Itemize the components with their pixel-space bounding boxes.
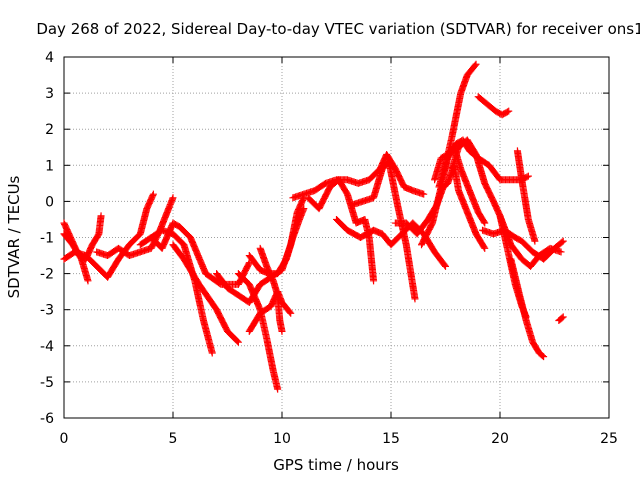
data-point xyxy=(278,327,286,335)
data-point xyxy=(234,338,242,346)
series-track-3 xyxy=(60,190,157,281)
data-point xyxy=(411,295,419,303)
y-tick-label: 4 xyxy=(45,50,54,66)
series-track-4 xyxy=(93,194,177,260)
chart-title: Day 268 of 2022, Sidereal Day-to-day VTE… xyxy=(36,20,640,38)
series-track-25 xyxy=(507,255,548,361)
data-point xyxy=(286,308,294,316)
series-track-7 xyxy=(169,241,242,346)
y-tick-label: -3 xyxy=(40,303,54,319)
series-track-13 xyxy=(289,150,428,202)
data-point xyxy=(472,60,480,68)
data-point xyxy=(481,219,489,227)
series-track-5 xyxy=(136,226,216,357)
data-point xyxy=(169,194,177,202)
x-tick-label: 5 xyxy=(169,431,178,447)
data-point xyxy=(559,313,567,321)
data-point xyxy=(559,237,567,245)
data-point xyxy=(245,260,253,268)
data-point xyxy=(558,314,566,322)
x-tick-label: 10 xyxy=(273,431,291,447)
data-point xyxy=(420,190,428,198)
data-point xyxy=(300,205,308,213)
data-point xyxy=(287,309,295,317)
data-point xyxy=(540,353,548,361)
y-tick-label: 0 xyxy=(45,194,54,210)
data-point xyxy=(505,107,513,115)
data-point xyxy=(539,352,547,360)
data-point xyxy=(480,218,488,226)
data-point xyxy=(480,243,488,251)
data-point xyxy=(557,248,565,256)
series-track-17 xyxy=(391,161,489,252)
data-point xyxy=(531,237,539,245)
y-tick-label: -5 xyxy=(40,375,54,391)
x-tick-label: 25 xyxy=(600,431,618,447)
data-point xyxy=(481,244,489,252)
data-point xyxy=(524,172,532,180)
data-point xyxy=(149,190,157,198)
y-tick-label: 2 xyxy=(45,122,54,138)
data-point xyxy=(208,349,216,357)
y-axis-label: SDTVAR / TECUs xyxy=(5,175,23,298)
data-point xyxy=(233,337,241,345)
data-point xyxy=(442,262,449,270)
data-point xyxy=(471,61,479,69)
y-tick-label: -1 xyxy=(40,231,54,247)
series-track-22 xyxy=(474,93,513,119)
series-track-24 xyxy=(496,212,565,270)
y-tick-label: -6 xyxy=(40,411,54,427)
series-track-26 xyxy=(513,147,539,245)
data-points xyxy=(60,60,567,393)
y-tick-label: -4 xyxy=(40,339,54,355)
series-track-12 xyxy=(245,205,308,278)
y-tick-label: -2 xyxy=(40,267,54,283)
x-tick-label: 15 xyxy=(382,431,400,447)
data-point xyxy=(441,261,449,269)
x-axis-label: GPS time / hours xyxy=(273,456,399,474)
x-tick-label: 0 xyxy=(60,431,69,447)
data-point xyxy=(503,108,511,116)
data-point xyxy=(97,212,105,220)
y-tick-label: 3 xyxy=(45,86,54,102)
series-track-21 xyxy=(435,60,480,191)
series-track-11 xyxy=(256,244,286,335)
data-point xyxy=(274,385,282,393)
data-point xyxy=(370,277,378,285)
axes: 0 5 10 15 20 25 -6 -5 -4 -3 -2 -1 0 1 2 3 4 xyxy=(40,50,618,447)
series-track-27 xyxy=(555,313,567,325)
y-tick-label: 1 xyxy=(45,158,54,174)
data-point xyxy=(558,238,566,246)
grid-lines xyxy=(64,57,609,418)
data-point xyxy=(84,277,92,285)
series-track-15 xyxy=(348,158,419,303)
x-tick-label: 20 xyxy=(491,431,509,447)
